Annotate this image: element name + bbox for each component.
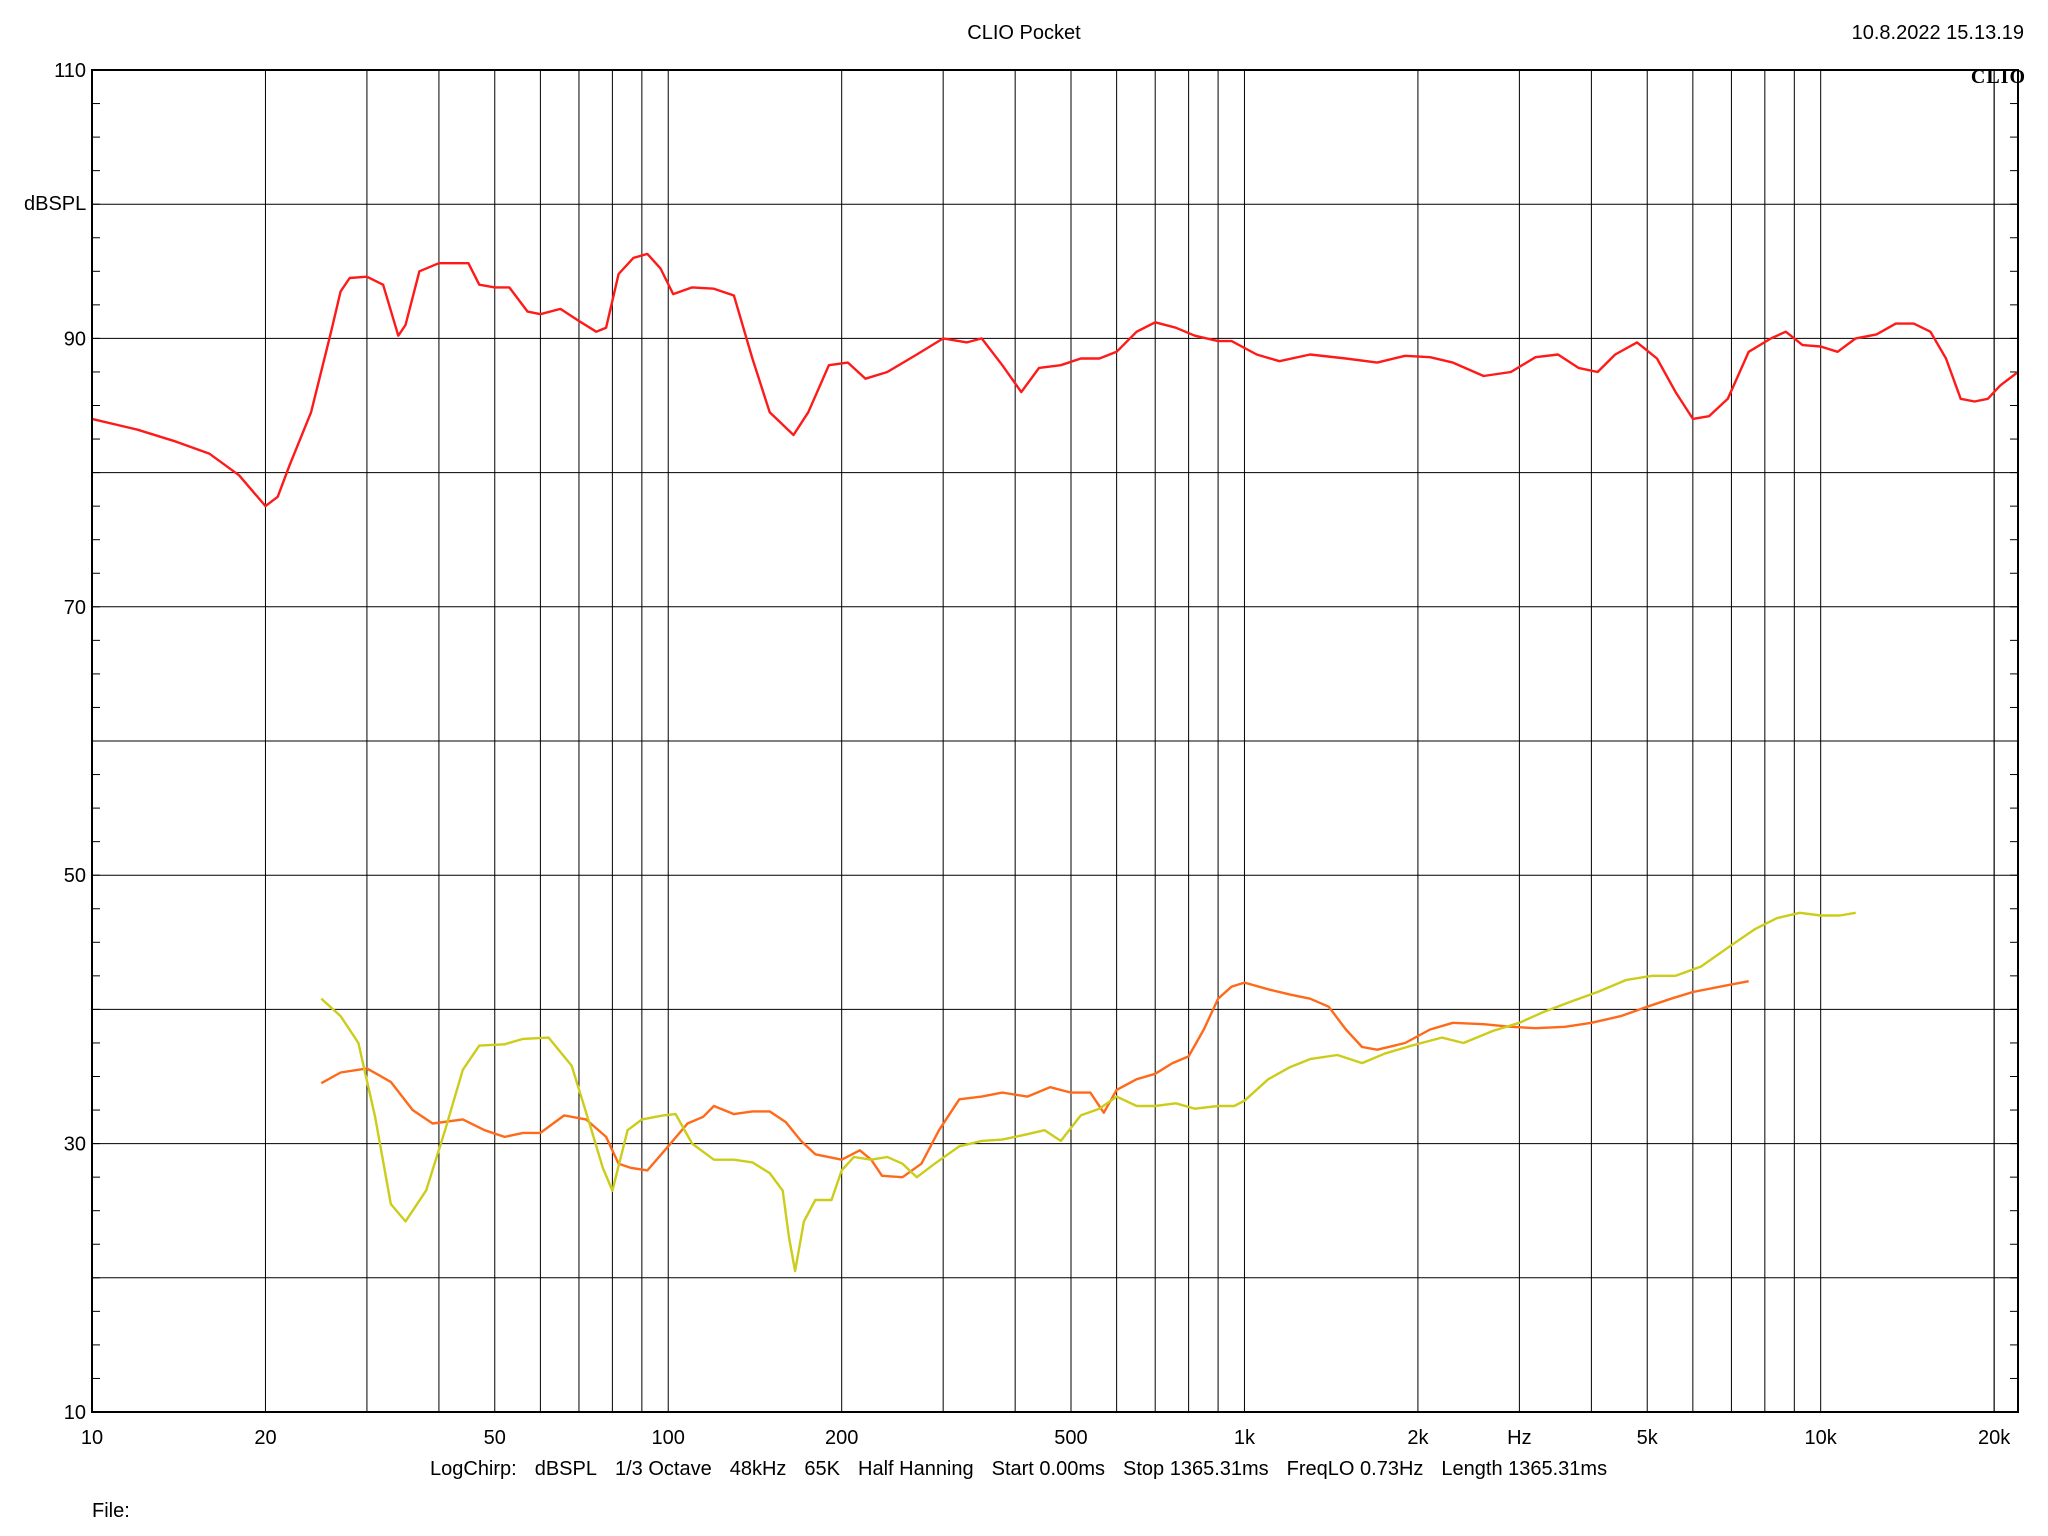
y-tick-label: 30 — [64, 1134, 86, 1156]
y-tick-label: 10 — [64, 1402, 86, 1424]
setting-item: Length 1365.31ms — [1441, 1458, 1608, 1480]
brand-logo: CLIO — [1970, 66, 2026, 88]
x-tick-label: 500 — [1054, 1427, 1087, 1449]
x-tick-label: 20k — [1978, 1427, 2011, 1449]
setting-item: 48kHz — [729, 1458, 787, 1480]
x-tick-label: 20 — [254, 1427, 276, 1449]
setting-item: 1/3 Octave — [614, 1458, 712, 1480]
series-layer — [91, 252, 2019, 1273]
series-line-1 — [91, 252, 2019, 508]
setting-item: Half Hanning — [858, 1458, 974, 1480]
x-tick-label: 200 — [825, 1427, 858, 1449]
x-tick-label: 100 — [652, 1427, 685, 1449]
setting-item: Stop 1365.31ms — [1123, 1458, 1269, 1480]
y-tick-label: 110 — [54, 60, 86, 82]
setting-item: LogChirp: — [430, 1458, 517, 1480]
x-tick-label: 50 — [484, 1427, 506, 1449]
plot-frame — [91, 69, 2019, 1413]
x-axis-unit-label: Hz — [1507, 1427, 1531, 1449]
y-tick-labels: 110 90 70 50 30 10 — [54, 60, 86, 1424]
series-line-3 — [320, 911, 1856, 1273]
file-label: File: — [92, 1500, 130, 1522]
setting-item: dBSPL — [534, 1458, 597, 1480]
x-tick-label: 5k — [1637, 1427, 1659, 1449]
timestamp: 10.8.2022 15.13.19 — [1851, 22, 2024, 44]
x-tick-label: 10k — [1805, 1427, 1838, 1449]
setting-item: Start 0.00ms — [991, 1458, 1106, 1480]
x-tick-labels: 10 20 50 100 200 500 1k 2k 5k 10k 20k Hz — [81, 1427, 2011, 1449]
y-axis-label: dBSPL — [24, 193, 87, 215]
x-tick-label: 10 — [81, 1427, 103, 1449]
y-tick-label: 90 — [64, 328, 86, 350]
y-minor-ticks — [92, 69, 2018, 1413]
measurement-settings: LogChirp: dBSPL 1/3 Octave 48kHz 65K Half Han… — [430, 1458, 1625, 1481]
y-tick-label: 50 — [64, 865, 86, 887]
chart-title: CLIO Pocket — [967, 22, 1081, 44]
series-line-2 — [320, 980, 1749, 1179]
y-tick-label: 70 — [64, 597, 86, 619]
setting-item: FreqLO 0.73Hz — [1286, 1458, 1424, 1480]
grid — [91, 69, 2018, 1413]
x-tick-label: 2k — [1407, 1427, 1429, 1449]
x-tick-label: 1k — [1234, 1427, 1256, 1449]
setting-item: 65K — [804, 1458, 840, 1480]
